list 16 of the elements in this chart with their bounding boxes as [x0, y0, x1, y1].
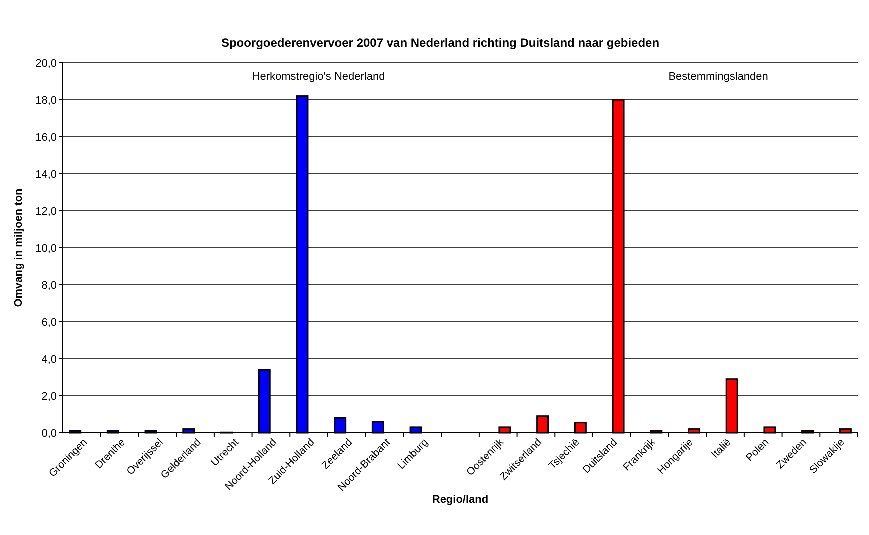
annotation: Bestemmingslanden [668, 71, 768, 83]
y-tick-label: 4,0 [42, 354, 57, 366]
chart-title: Spoorgoederenvervoer 2007 van Nederland richting Duitsland naar gebieden [221, 36, 660, 50]
y-tick-label: 2,0 [42, 390, 57, 403]
y-tick-label: 14,0 [36, 168, 57, 181]
y-tick-label: 16,0 [36, 132, 57, 144]
y-tick-label: 6,0 [42, 316, 57, 329]
y-tick-label: 10,0 [36, 242, 57, 255]
y-tick-label: 20,0 [36, 58, 57, 70]
y-tick-label: 8,0 [42, 280, 57, 292]
y-axis-title: Omvang in miljoen ton [13, 188, 25, 308]
y-tick-label: 12,0 [36, 206, 57, 218]
y-tick-label: 0,0 [42, 428, 57, 440]
x-axis-title: Regio/land [432, 494, 489, 506]
y-tick-label: 18,0 [36, 94, 57, 107]
annotation: Herkomstregio's Nederland [252, 71, 386, 83]
